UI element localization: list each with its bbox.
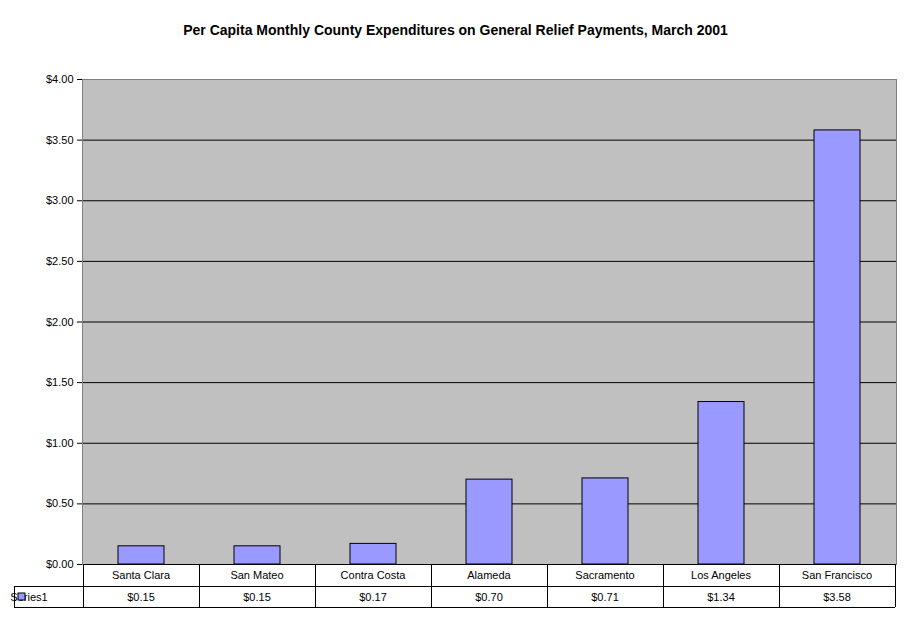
svg-text:$2.00: $2.00 xyxy=(46,316,74,328)
svg-text:$0.17: $0.17 xyxy=(359,591,387,603)
svg-text:$2.50: $2.50 xyxy=(46,255,74,267)
svg-text:$3.50: $3.50 xyxy=(46,134,74,146)
svg-text:$3.00: $3.00 xyxy=(46,194,74,206)
svg-text:$1.50: $1.50 xyxy=(46,376,74,388)
svg-text:$0.70: $0.70 xyxy=(475,591,503,603)
svg-text:$0.15: $0.15 xyxy=(243,591,271,603)
svg-text:Series1: Series1 xyxy=(10,591,47,603)
svg-text:$3.58: $3.58 xyxy=(823,591,851,603)
svg-text:$1.00: $1.00 xyxy=(46,437,74,449)
svg-text:$0.71: $0.71 xyxy=(591,591,619,603)
svg-text:San Francisco: San Francisco xyxy=(802,569,872,581)
svg-text:Contra Costa: Contra Costa xyxy=(341,569,407,581)
html-text:Per Capita Monthly County Expe: Per Capita Monthly County Expenditures o… xyxy=(183,22,728,38)
svg-text:San Mateo: San Mateo xyxy=(230,569,283,581)
svg-text:Alameda: Alameda xyxy=(467,569,511,581)
svg-text:$4.00: $4.00 xyxy=(46,73,74,85)
svg-text:Sacramento: Sacramento xyxy=(575,569,634,581)
svg-text:$0.00: $0.00 xyxy=(46,558,74,570)
svg-text:$0.15: $0.15 xyxy=(127,591,155,603)
svg-text:Los Angeles: Los Angeles xyxy=(691,569,751,581)
svg-text:$0.50: $0.50 xyxy=(46,497,74,509)
svg-text:$1.34: $1.34 xyxy=(707,591,735,603)
svg-text:Santa Clara: Santa Clara xyxy=(112,569,171,581)
